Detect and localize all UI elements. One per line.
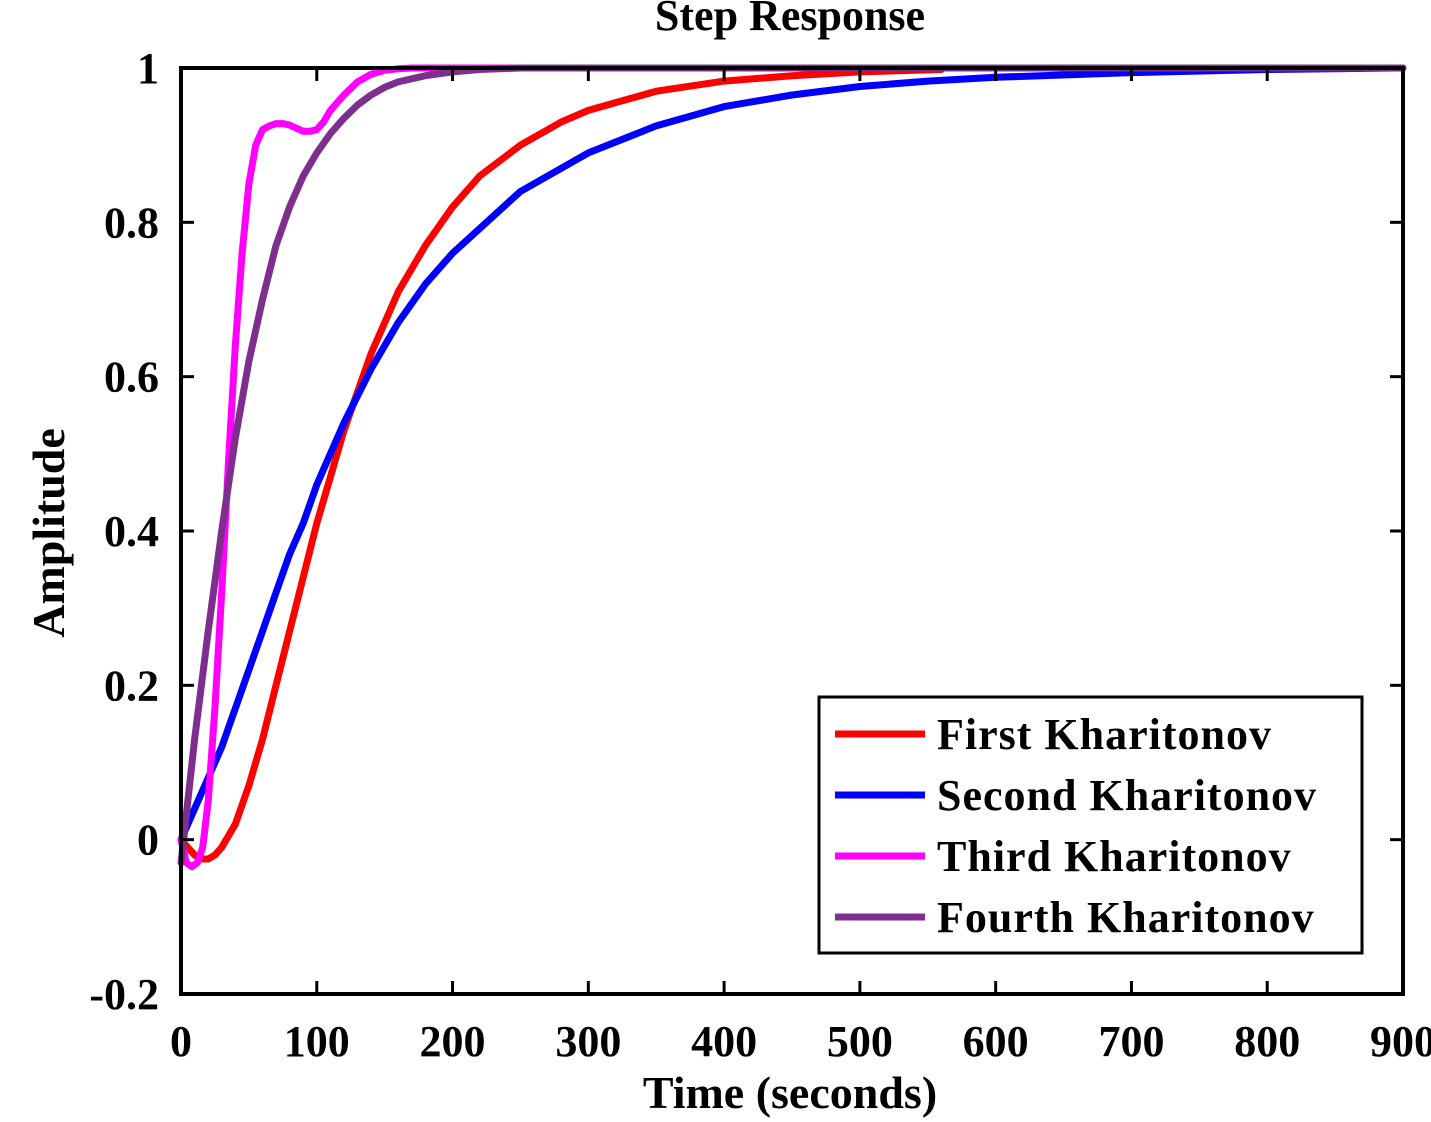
y-tick-label: 0 (137, 816, 159, 865)
x-tick-label: 500 (827, 1017, 893, 1066)
x-tick-label: 0 (170, 1017, 192, 1066)
series-line-2 (177, 64, 1407, 844)
legend-label: Second Kharitonov (937, 771, 1317, 820)
y-axis-title: Amplitude (23, 428, 74, 638)
legend: First Kharitonov Second Kharitonov Third K… (817, 695, 1364, 955)
y-tick-label: 0.2 (104, 661, 159, 710)
x-tick-label: 900 (1370, 1017, 1431, 1066)
chart-title: Step Response (655, 0, 925, 40)
x-tick-label: 400 (691, 1017, 757, 1066)
x-tick-label: 200 (420, 1017, 486, 1066)
x-tick-label: 800 (1234, 1017, 1300, 1066)
y-tick-label: 0.4 (104, 507, 159, 556)
legend-label: Fourth Kharitonov (937, 893, 1315, 942)
x-axis-title: Time (seconds) (643, 1067, 937, 1118)
y-tick-label: 1 (137, 44, 159, 93)
x-tick-label: 100 (284, 1017, 350, 1066)
legend-box (817, 695, 1364, 955)
y-tick-label: 0.6 (104, 353, 159, 402)
y-tick-label: -0.2 (89, 970, 159, 1019)
x-tick-label: 700 (1098, 1017, 1164, 1066)
x-tick-label: 300 (555, 1017, 621, 1066)
legend-items: First Kharitonov Second Kharitonov Third K… (835, 710, 1317, 942)
x-tick-label: 600 (963, 1017, 1029, 1066)
y-tick-label: 0.8 (104, 198, 159, 247)
legend-label: Third Kharitonov (937, 832, 1292, 881)
legend-label: First Kharitonov (937, 710, 1272, 759)
tick-layer: 0 100 200 300 400 500 600 700 800 900-0.200.20.40… (89, 44, 1431, 1066)
